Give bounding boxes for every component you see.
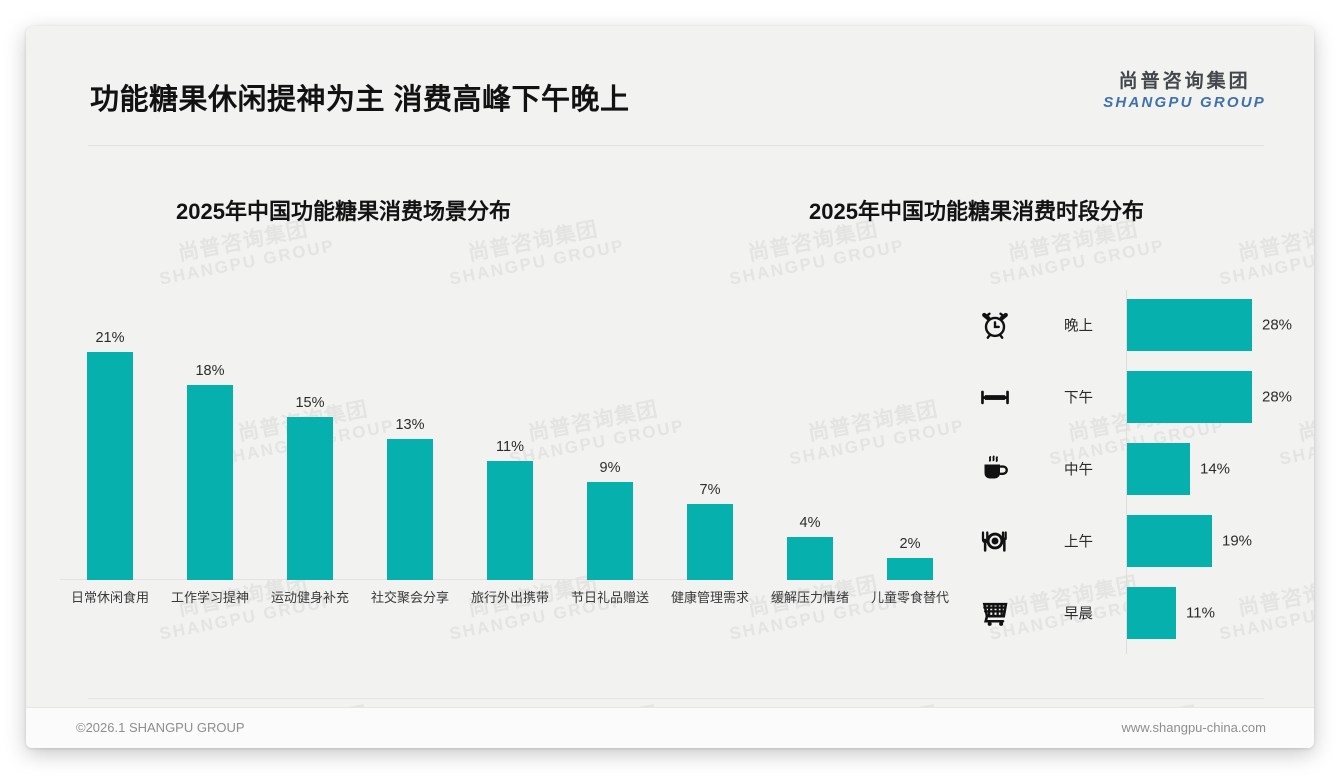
horizontal-bar-row: 晚上 28% — [956, 290, 1296, 360]
bar-category-label: 社交聚会分享 — [370, 590, 449, 605]
bar-category-label: 儿童零食替代 — [870, 590, 949, 605]
bar-value-label: 28% — [1262, 316, 1293, 334]
vertical-bar-group: 15% 运动健身补充 — [260, 395, 360, 605]
right-chart-title: 2025年中国功能糖果消费时段分布 — [809, 199, 1144, 224]
bar-category-label: 中午 — [1064, 462, 1093, 479]
bar-category-label: 上午 — [1064, 534, 1093, 551]
alarm-clock-icon — [978, 308, 1012, 342]
bar[interactable] — [1127, 443, 1190, 495]
coffee-cup-icon — [978, 452, 1012, 486]
bar-category-label: 日常休闲食用 — [70, 590, 149, 605]
page-title: 功能糖果休闲提神为主 消费高峰下午晚上 — [90, 84, 630, 116]
bar[interactable] — [287, 417, 333, 580]
bar[interactable] — [187, 385, 233, 580]
logo-chinese-text: 尚普咨询集团 — [1118, 71, 1251, 92]
bar-value-label: 18% — [195, 363, 225, 379]
bar-value-label: 14% — [1200, 460, 1231, 478]
vertical-bar-group: 11% 旅行外出携带 — [460, 439, 560, 605]
bar[interactable] — [1127, 515, 1212, 567]
bar-category-label: 节日礼品赠送 — [570, 590, 649, 605]
vertical-bar-group: 4% 缓解压力情绪 — [760, 515, 860, 605]
bar[interactable] — [887, 558, 933, 580]
bar[interactable] — [1127, 299, 1252, 351]
bar-value-label: 13% — [395, 417, 425, 433]
bar[interactable] — [787, 537, 833, 580]
consumption-scenario-bar-chart: 21% 日常休闲食用 18% 工作学习提神 15% 运动健身补充 13% 社交聚会分享 11% 旅… — [48, 256, 949, 606]
logo-english-text: SHANGPU GROUP — [1103, 93, 1266, 111]
vertical-bar-group: 13% 社交聚会分享 — [360, 417, 460, 605]
vertical-bar-group: 9% 节日礼品赠送 — [560, 460, 660, 605]
bar[interactable] — [87, 352, 133, 580]
left-chart-baseline — [60, 579, 690, 580]
horizontal-bar-row: 上午 19% — [956, 506, 1296, 576]
website-link[interactable]: www.shangpu-china.com — [1121, 720, 1266, 735]
bar-value-label: 2% — [899, 536, 921, 552]
bar-value-label: 15% — [295, 395, 325, 411]
bar-category-label: 下午 — [1064, 390, 1093, 407]
bar-value-label: 11% — [1186, 604, 1215, 622]
bar-category-label: 晚上 — [1064, 318, 1093, 335]
copyright-text: ©2026.1 SHANGPU GROUP — [76, 720, 245, 735]
bar[interactable] — [387, 439, 433, 580]
bar[interactable] — [687, 504, 733, 580]
brand-logo: 尚普咨询集团 SHANGPU GROUP — [1103, 70, 1266, 112]
bar-value-label: 9% — [599, 460, 621, 476]
consumption-time-bar-chart: 晚上 28% 下午 28% 中午 14% 上午 19% 早晨 11% — [956, 284, 1296, 664]
left-chart-title: 2025年中国功能糖果消费场景分布 — [176, 199, 511, 224]
bed-icon — [978, 380, 1012, 414]
vertical-bar-group: 21% 日常休闲食用 — [60, 330, 160, 605]
plate-cutlery-icon — [978, 524, 1012, 558]
horizontal-bar-row: 下午 28% — [956, 362, 1296, 432]
bar-category-label: 旅行外出携带 — [470, 590, 549, 605]
bar-value-label: 28% — [1262, 388, 1293, 406]
bar-value-label: 7% — [699, 482, 721, 498]
bar-value-label: 11% — [496, 439, 524, 455]
right-chart-axis-line — [1126, 290, 1127, 654]
bar-value-label: 4% — [799, 515, 821, 531]
bar[interactable] — [487, 461, 533, 580]
vertical-bar-group: 2% 儿童零食替代 — [860, 536, 960, 605]
slide-canvas: 尚普咨询集团 SHANGPU GROUP 尚普咨询集团 SHANGPU GROUP 尚普… — [26, 26, 1314, 748]
bar-category-label: 早晨 — [1064, 606, 1093, 623]
horizontal-bar-row: 中午 14% — [956, 434, 1296, 504]
bar-category-label: 运动健身补充 — [270, 590, 349, 605]
bar-category-label: 工作学习提神 — [170, 590, 249, 605]
horizontal-bar-row: 早晨 11% — [956, 578, 1296, 648]
bar[interactable] — [1127, 371, 1252, 423]
bar[interactable] — [587, 482, 633, 580]
bar-value-label: 19% — [1222, 532, 1253, 550]
vertical-bar-group: 18% 工作学习提神 — [160, 363, 260, 605]
bar-category-label: 健康管理需求 — [670, 590, 749, 605]
bar[interactable] — [1127, 587, 1176, 639]
slide-header: 功能糖果休闲提神为主 消费高峰下午晚上 尚普咨询集团 SHANGPU GROUP — [26, 26, 1314, 122]
bar-value-label: 21% — [95, 330, 125, 346]
bar-category-label: 缓解压力情绪 — [770, 590, 849, 605]
vertical-bar-group: 7% 健康管理需求 — [660, 482, 760, 605]
slide-footer: ©2026.1 SHANGPU GROUP www.shangpu-china.… — [26, 707, 1314, 748]
header-divider — [88, 145, 1264, 146]
shopping-cart-icon — [978, 596, 1012, 630]
